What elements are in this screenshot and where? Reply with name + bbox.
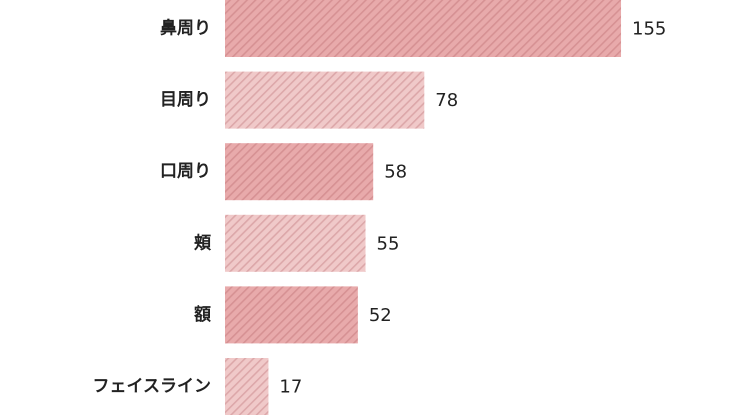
value-label: 17 xyxy=(279,377,302,398)
value-label: 78 xyxy=(435,90,458,111)
bar-hatch xyxy=(225,71,425,129)
value-label: 155 xyxy=(632,19,666,40)
bar-hatch xyxy=(225,214,366,272)
bar-hatch xyxy=(225,358,269,415)
value-label: 55 xyxy=(377,233,400,254)
category-label: 口周り xyxy=(160,162,211,182)
bar-hatch xyxy=(225,286,358,344)
category-label: 鼻周り xyxy=(160,18,211,39)
category-label: フェイスライン xyxy=(93,377,212,397)
category-label: 額 xyxy=(193,304,211,325)
value-label: 58 xyxy=(384,162,407,183)
category-label: 頬 xyxy=(194,232,212,253)
value-label: 52 xyxy=(369,305,392,326)
bar-hatch xyxy=(225,0,622,57)
bar-hatch xyxy=(225,143,374,201)
category-label: 目周り xyxy=(160,90,211,110)
